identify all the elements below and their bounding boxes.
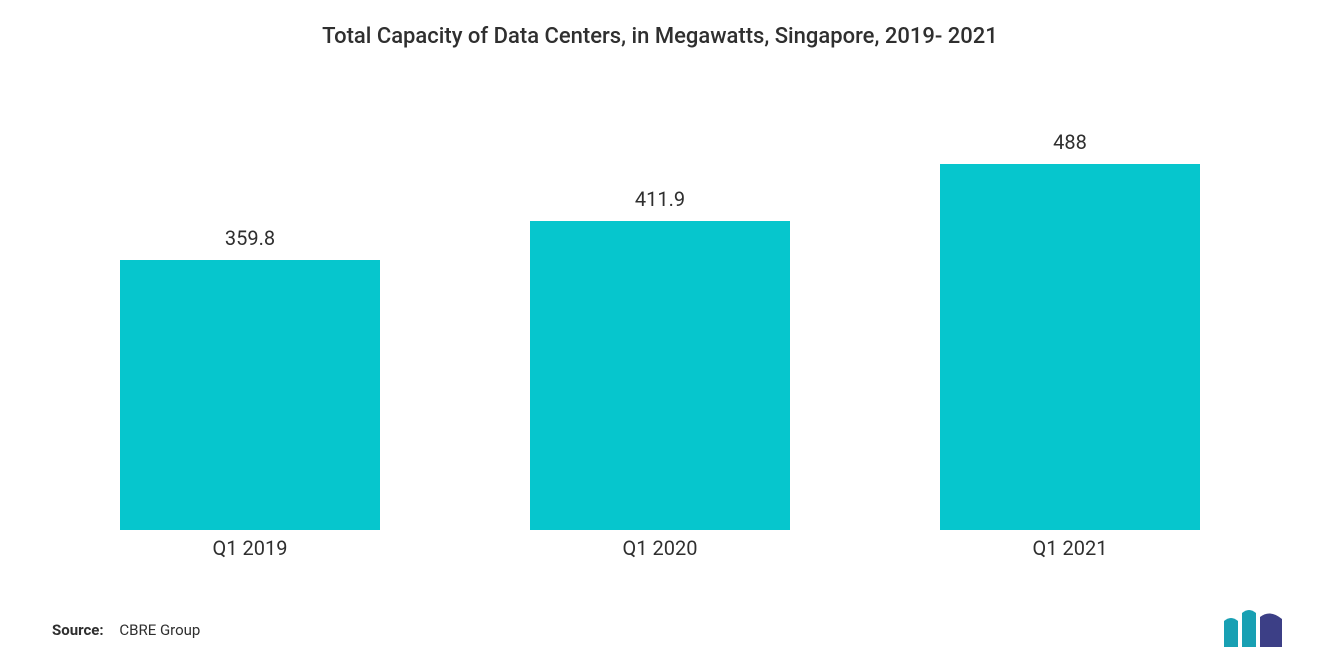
x-tick-label: Q1 2020 [530, 536, 790, 560]
chart-plot-area: 359.8 411.9 488 [90, 110, 1230, 530]
x-axis-labels: Q1 2019 Q1 2020 Q1 2021 [90, 536, 1230, 566]
bar-group: 359.8 [120, 226, 380, 530]
bar-value-label: 359.8 [225, 226, 275, 250]
bar-group: 488 [940, 130, 1200, 530]
bar [120, 260, 380, 530]
logo-left-path [1224, 618, 1238, 647]
bar-group: 411.9 [530, 187, 790, 530]
x-tick-label: Q1 2019 [120, 536, 380, 560]
bar [530, 221, 790, 530]
logo-right-path [1260, 613, 1282, 647]
brand-logo-icon [1224, 609, 1282, 647]
bar-value-label: 411.9 [635, 187, 685, 211]
chart-title: Total Capacity of Data Centers, in Megaw… [0, 24, 1320, 49]
source-attribution: Source: CBRE Group [52, 621, 200, 639]
source-text: CBRE Group [119, 621, 200, 639]
logo-mid-path [1242, 610, 1256, 647]
source-label: Source: [52, 621, 104, 639]
bar [940, 164, 1200, 530]
x-tick-label: Q1 2021 [940, 536, 1200, 560]
bar-value-label: 488 [1053, 130, 1087, 154]
